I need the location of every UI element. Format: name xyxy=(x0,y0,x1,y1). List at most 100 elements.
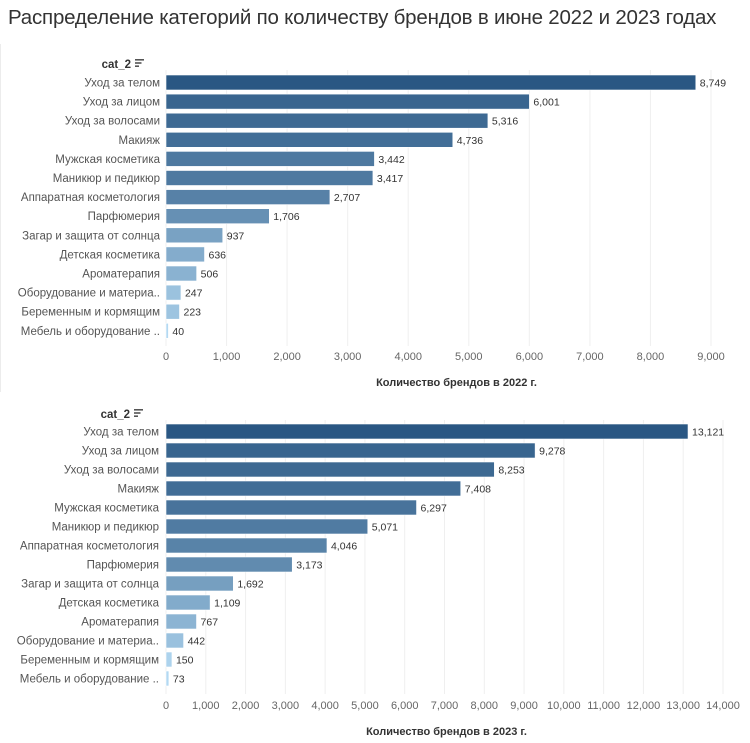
value-label: 767 xyxy=(201,617,219,629)
value-label: 636 xyxy=(209,249,227,261)
category-label: Мебель и оборудование .. xyxy=(20,674,159,686)
bar[interactable] xyxy=(165,423,689,440)
category-label: Уход за лицом xyxy=(83,97,160,109)
value-label: 5,071 xyxy=(372,522,398,534)
bar[interactable] xyxy=(165,594,211,611)
bar[interactable] xyxy=(165,575,234,592)
value-label: 5,316 xyxy=(492,116,518,128)
bar[interactable] xyxy=(165,303,180,320)
bar[interactable] xyxy=(165,151,375,167)
bar[interactable] xyxy=(165,284,182,301)
category-label: Ароматерапия xyxy=(81,617,159,629)
category-label: Мебель и оборудование .. xyxy=(21,326,160,338)
category-label: Уход за волосами xyxy=(64,465,159,477)
sort-descending-icon[interactable] xyxy=(134,409,143,417)
bar[interactable] xyxy=(165,74,697,91)
x-tick-label: 2,000 xyxy=(273,351,301,363)
bar[interactable] xyxy=(165,132,454,148)
x-tick-label: 6,000 xyxy=(391,700,419,712)
value-label: 4,046 xyxy=(331,541,357,553)
category-label: Оборудование и материа.. xyxy=(18,288,160,300)
bar[interactable] xyxy=(165,670,170,687)
x-tick-label: 3,000 xyxy=(334,351,362,363)
bar[interactable] xyxy=(165,93,530,110)
value-label: 40 xyxy=(172,326,184,338)
value-label: 2,707 xyxy=(334,192,360,204)
category-label: Загар и защита от солнца xyxy=(22,230,160,242)
category-label: Ароматерапия xyxy=(82,269,160,281)
x-tick-label: 1,000 xyxy=(213,351,241,363)
value-label: 6,001 xyxy=(533,97,559,109)
x-axis: 0 1,000 2,000 3,000 4,000 5,000 6,000 7,000 8,00… xyxy=(163,351,725,363)
value-label: 247 xyxy=(185,288,203,300)
x-tick-label: 11,000 xyxy=(587,700,620,712)
value-label: 1,692 xyxy=(237,579,263,591)
x-tick-label: 3,000 xyxy=(272,700,300,712)
x-tick-label: 13,000 xyxy=(666,700,700,712)
bar[interactable] xyxy=(165,322,169,339)
bar[interactable] xyxy=(165,442,536,459)
value-label: 9,278 xyxy=(539,446,565,458)
bar[interactable] xyxy=(165,246,205,263)
category-label: Маникюр и педикюр xyxy=(52,522,159,534)
x-tick-label: 9,000 xyxy=(510,700,538,712)
x-tick-label: 8,000 xyxy=(637,351,665,363)
value-label: 6,297 xyxy=(421,503,447,515)
value-label: 8,253 xyxy=(498,465,524,477)
x-tick-label: 10,000 xyxy=(547,700,581,712)
dimension-header: cat_2 xyxy=(102,59,131,71)
bar[interactable] xyxy=(165,537,328,554)
x-tick-label: 6,000 xyxy=(516,351,544,363)
dimension-header: cat_2 xyxy=(101,409,130,421)
category-label: Макияж xyxy=(119,135,161,147)
x-tick-label: 12,000 xyxy=(627,700,661,712)
category-label: Уход за волосами xyxy=(65,116,160,128)
value-label: 3,417 xyxy=(377,173,403,185)
x-tick-label: 4,000 xyxy=(311,700,339,712)
x-tick-label: 7,000 xyxy=(576,351,604,363)
bar[interactable] xyxy=(165,208,270,224)
value-label: 73 xyxy=(173,674,185,686)
x-axis-title: Количество брендов в 2023 г. xyxy=(366,726,527,738)
value-label: 7,408 xyxy=(465,484,491,496)
category-label: Парфюмерия xyxy=(87,560,159,572)
category-label: Беременным и кормящим xyxy=(20,655,159,667)
x-tick-label: 9,000 xyxy=(697,351,725,363)
bar[interactable] xyxy=(165,112,489,129)
x-tick-label: 0 xyxy=(163,700,169,712)
x-axis: 0 1,000 2,000 3,000 4,000 5,000 6,000 7,000 8,00… xyxy=(163,700,740,712)
x-tick-label: 1,000 xyxy=(192,700,220,712)
x-tick-label: 0 xyxy=(163,351,169,363)
value-label: 1,706 xyxy=(273,211,299,223)
bar[interactable] xyxy=(165,632,184,649)
value-label: 150 xyxy=(176,655,194,667)
chart-panel-2022: cat_2 Уход за телом 8,749 Уход за лицом 6,00… xyxy=(0,44,750,392)
value-label: 13,121 xyxy=(692,427,724,439)
x-tick-label: 14,000 xyxy=(706,700,740,712)
category-label: Оборудование и материа.. xyxy=(17,636,159,648)
bar[interactable] xyxy=(165,480,462,497)
bars xyxy=(165,74,697,339)
bar-chart-2022: cat_2 Уход за телом 8,749 Уход за лицом 6,00… xyxy=(18,59,726,389)
bar[interactable] xyxy=(165,556,293,573)
bar[interactable] xyxy=(165,518,369,535)
x-tick-label: 5,000 xyxy=(351,700,379,712)
bar[interactable] xyxy=(165,189,331,205)
category-label: Парфюмерия xyxy=(88,211,160,223)
category-label: Уход за телом xyxy=(84,78,160,90)
chart-panel-2023: cat_2 Уход за телом 13,121 Уход за лицом 9,2… xyxy=(0,396,750,743)
bar[interactable] xyxy=(165,613,197,630)
bar[interactable] xyxy=(165,651,173,668)
value-label: 937 xyxy=(227,230,245,242)
value-label: 223 xyxy=(184,307,202,319)
bar[interactable] xyxy=(165,461,495,478)
bar[interactable] xyxy=(165,227,224,244)
x-tick-label: 8,000 xyxy=(471,700,499,712)
value-label: 4,736 xyxy=(457,135,483,147)
sort-descending-icon[interactable] xyxy=(135,59,144,67)
bar[interactable] xyxy=(165,265,197,282)
value-label: 506 xyxy=(201,269,219,281)
bar[interactable] xyxy=(165,499,417,516)
value-label: 442 xyxy=(188,636,206,648)
bar[interactable] xyxy=(165,170,374,186)
